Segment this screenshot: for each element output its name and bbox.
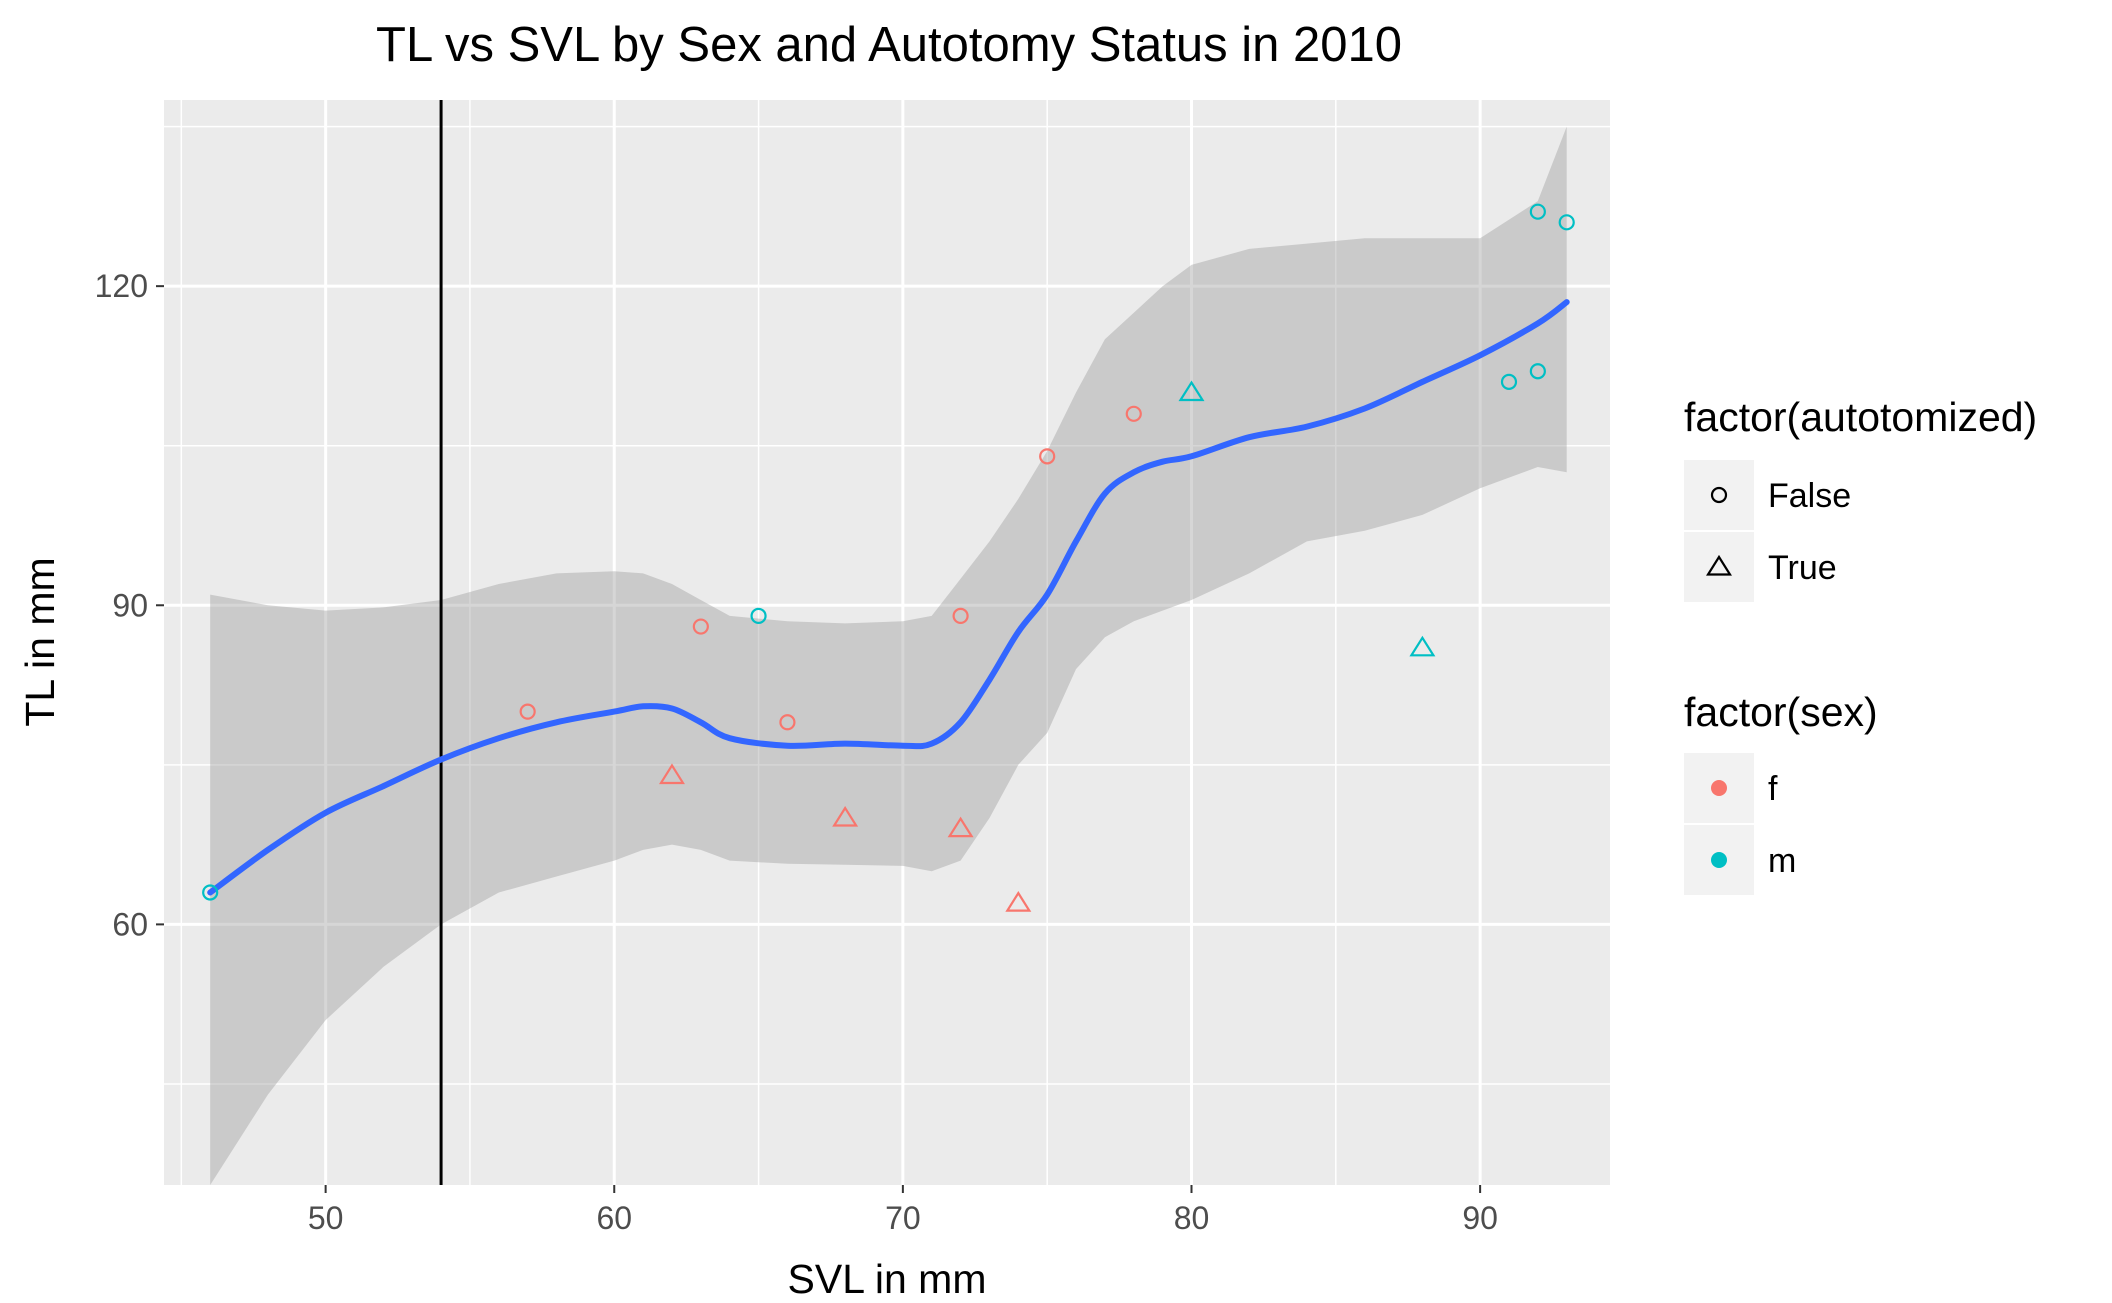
y-tick-label: 120 xyxy=(95,268,148,304)
data-point xyxy=(1409,635,1436,657)
data-point xyxy=(692,618,709,635)
grid-minor xyxy=(164,100,1610,1185)
legend-label: True xyxy=(1768,549,1837,587)
legend-label: m xyxy=(1768,842,1796,880)
x-tick-label: 70 xyxy=(885,1200,921,1236)
legend-key xyxy=(1684,532,1754,602)
data-point xyxy=(1529,203,1546,220)
legend-symbol xyxy=(1706,554,1732,576)
legend-symbol xyxy=(1711,780,1727,796)
y-tick-label: 60 xyxy=(112,906,148,942)
data-point xyxy=(1500,373,1518,390)
data-point xyxy=(202,884,219,901)
x-axis-ticks: 50 60 70 80 90 xyxy=(308,1185,1498,1236)
x-tick-label: 60 xyxy=(596,1200,632,1236)
y-axis-ticks: 60 90 120 xyxy=(95,268,164,942)
data-point xyxy=(1039,448,1056,465)
legend: factor(autotomized) False True factor(sex) f… xyxy=(1684,394,2037,895)
data-point xyxy=(947,816,974,838)
plot-panel xyxy=(164,100,1610,1185)
data-point xyxy=(519,703,536,720)
x-axis-label: SVL in mm xyxy=(788,1256,987,1302)
legend-label: False xyxy=(1768,477,1851,515)
grid-major xyxy=(164,100,1610,1185)
legend-symbol xyxy=(1711,852,1727,868)
confidence-ribbon xyxy=(210,126,1567,1186)
x-tick-label: 90 xyxy=(1462,1200,1498,1236)
data-point xyxy=(952,607,969,625)
legend-label: f xyxy=(1768,770,1778,808)
data-point xyxy=(750,607,767,625)
legend-key xyxy=(1684,460,1754,530)
data-points xyxy=(202,203,1575,912)
y-tick-label: 90 xyxy=(112,587,148,623)
data-point xyxy=(832,805,859,827)
data-point xyxy=(1178,380,1205,402)
smooth-curve xyxy=(207,299,1570,896)
data-point xyxy=(1529,363,1546,380)
legend-symbol xyxy=(1710,486,1728,504)
data-point xyxy=(1558,214,1575,231)
data-point xyxy=(658,763,685,785)
chart-title: TL vs SVL by Sex and Autotomy Status in … xyxy=(376,18,1402,72)
legend-title: factor(sex) xyxy=(1684,689,1878,735)
data-point xyxy=(779,714,796,731)
data-point xyxy=(1125,405,1142,422)
y-axis-label: TL in mm xyxy=(17,557,63,726)
x-tick-label: 50 xyxy=(308,1200,344,1236)
data-point xyxy=(1005,891,1032,912)
x-tick-label: 80 xyxy=(1174,1200,1210,1236)
legend-title: factor(autotomized) xyxy=(1684,394,2037,440)
